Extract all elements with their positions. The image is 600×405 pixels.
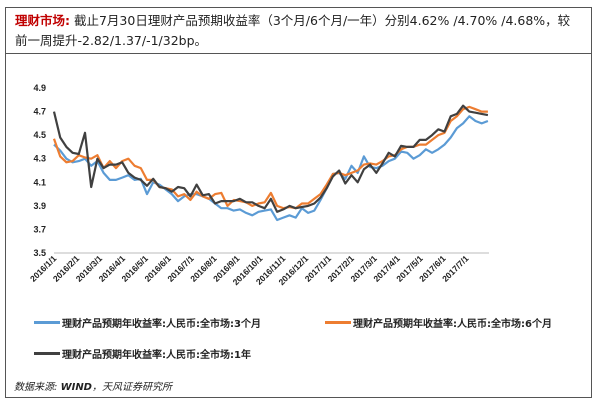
legend-item-3m: 理财产品预期年收益率:人民币:全市场:3个月	[34, 315, 261, 330]
summary-body: 截止7月30日理财产品预期收益率（3个月/6个月/一年）分别4.62% /4.7…	[15, 13, 571, 48]
y-tick-label: 3.9	[33, 201, 46, 211]
figure-frame	[5, 7, 592, 398]
series-line-1y	[52, 104, 489, 213]
y-tick-label: 4.3	[33, 154, 46, 164]
y-tick-label: 3.5	[33, 248, 46, 258]
source-note: 数据来源: WIND，天风证券研究所	[14, 378, 172, 393]
y-tick-label: 3.7	[33, 224, 46, 234]
legend-swatch	[325, 321, 351, 324]
source-rest: ，天风证券研究所	[91, 382, 172, 393]
series-line-3m	[53, 115, 489, 222]
summary-label: 理财市场:	[15, 13, 70, 28]
legend-swatch	[34, 352, 60, 355]
summary-text: 理财市场: 截止7月30日理财产品预期收益率（3个月/6个月/一年）分别4.62…	[5, 7, 592, 54]
source-label: 数据来源:	[14, 382, 58, 393]
series-line-6m	[52, 105, 488, 210]
legend-swatch	[34, 321, 60, 324]
legend-label: 理财产品预期年收益率:人民币:全市场:1年	[62, 350, 251, 361]
y-tick-label: 4.1	[33, 177, 46, 187]
legend-item-6m: 理财产品预期年收益率:人民币:全市场:6个月	[325, 315, 552, 330]
legend-item-1y: 理财产品预期年收益率:人民币:全市场:1年	[34, 346, 251, 361]
y-tick-label: 4.7	[33, 107, 46, 117]
legend-label: 理财产品预期年收益率:人民币:全市场:3个月	[62, 319, 261, 330]
y-tick-label: 4.5	[33, 130, 46, 140]
source-wind: WIND	[60, 382, 92, 393]
y-tick-label: 4.9	[33, 83, 46, 93]
legend-label: 理财产品预期年收益率:人民币:全市场:6个月	[353, 319, 552, 330]
